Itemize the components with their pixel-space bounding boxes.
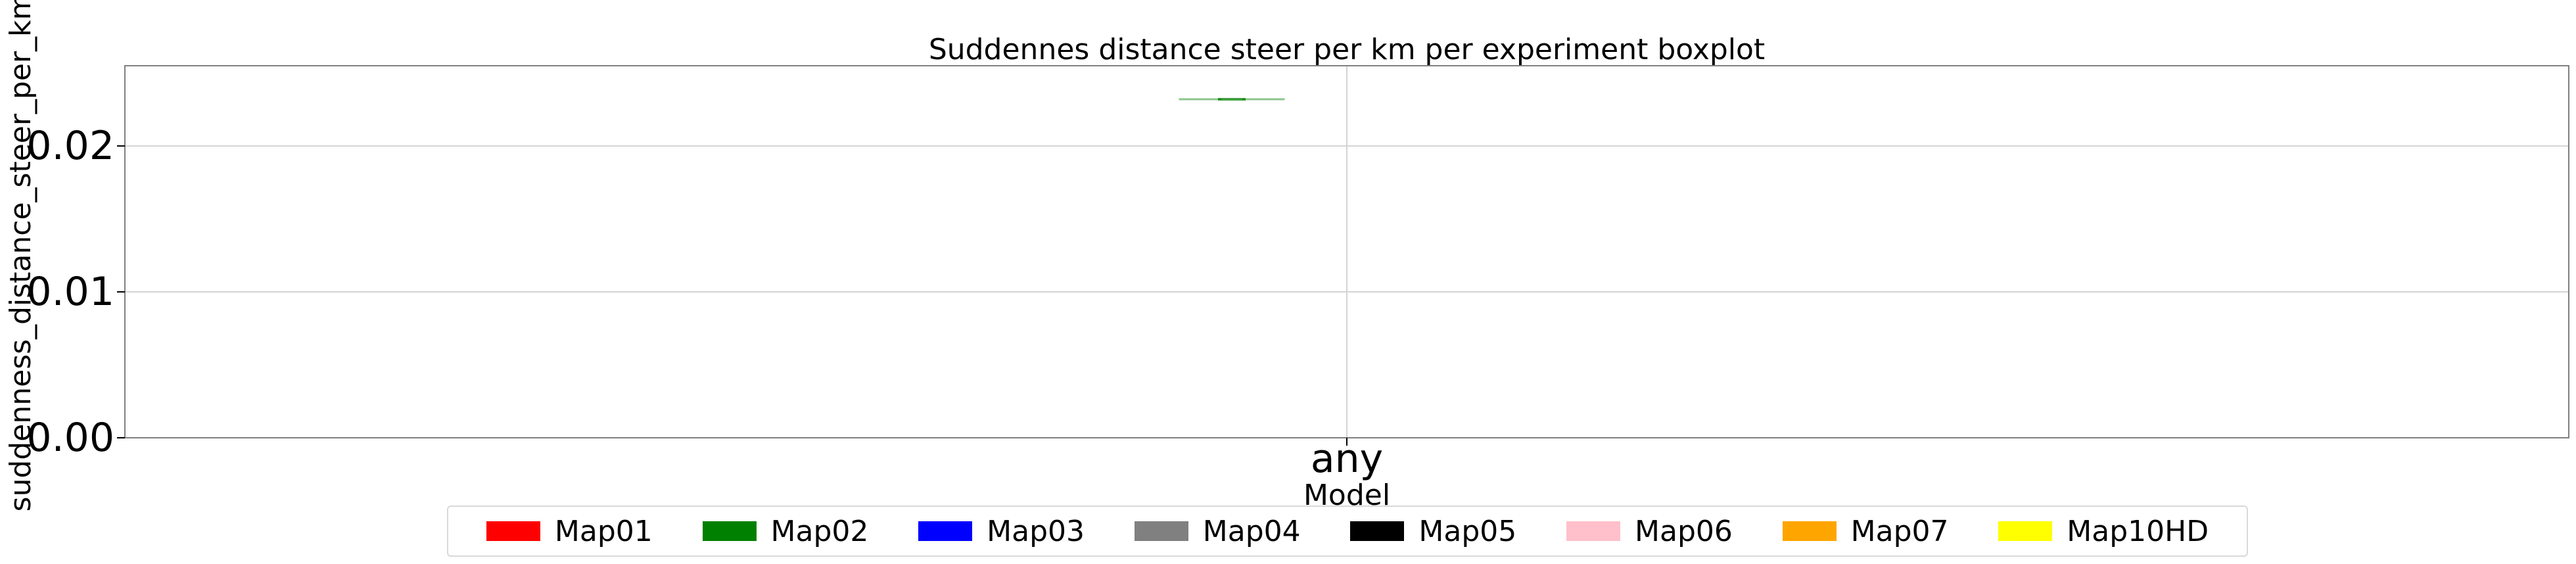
y-axis-label: suddenness_distance_steer_per_km [4,0,37,511]
legend-swatch [1998,521,2053,541]
legend-item-map03: Map03 [918,515,1085,548]
x-tick-label: any [1311,436,1383,482]
chart-title: Suddennes distance steer per km per expe… [929,33,1765,66]
legend-swatch [702,521,757,541]
legend-label: Map06 [1635,514,1733,548]
legend-swatch [486,521,540,541]
legend-label: Map03 [987,514,1085,548]
legend-item-map04: Map04 [1134,514,1301,548]
grid-lines [125,66,2569,438]
legend-swatch [1566,521,1621,541]
legend-label: Map10HD [2067,514,2209,548]
y-axis-ticks: 0.00 0.01 0.02 [26,123,125,461]
legend-label: Map01 [554,514,653,548]
legend-label: Map02 [770,514,869,548]
legend-item-map07: Map07 [1782,514,1949,548]
legend-label: Map07 [1850,514,1949,548]
y-tick-label: 0.01 [26,269,114,315]
legend-swatch [918,521,973,541]
legend-swatch [1134,521,1188,541]
legend-label: Map05 [1418,514,1517,548]
legend-item-map10hd: Map10HD [1998,515,2209,548]
legend: Map01 Map02 Map03 Map04 Map05 Map06 Map07 Map10… [447,505,2248,557]
legend-item-map05: Map05 [1350,515,1516,548]
legend-swatch [1782,521,1837,541]
y-tick-label: 0.00 [26,415,114,461]
legend-item-map06: Map06 [1566,515,1733,548]
legend-swatch [1350,521,1405,541]
legend-item-map01: Map01 [486,515,653,548]
y-tick-label: 0.02 [26,123,114,169]
x-axis-ticks: any [1311,436,1383,482]
legend-label: Map04 [1202,514,1301,548]
legend-item-map02: Map02 [702,514,869,548]
